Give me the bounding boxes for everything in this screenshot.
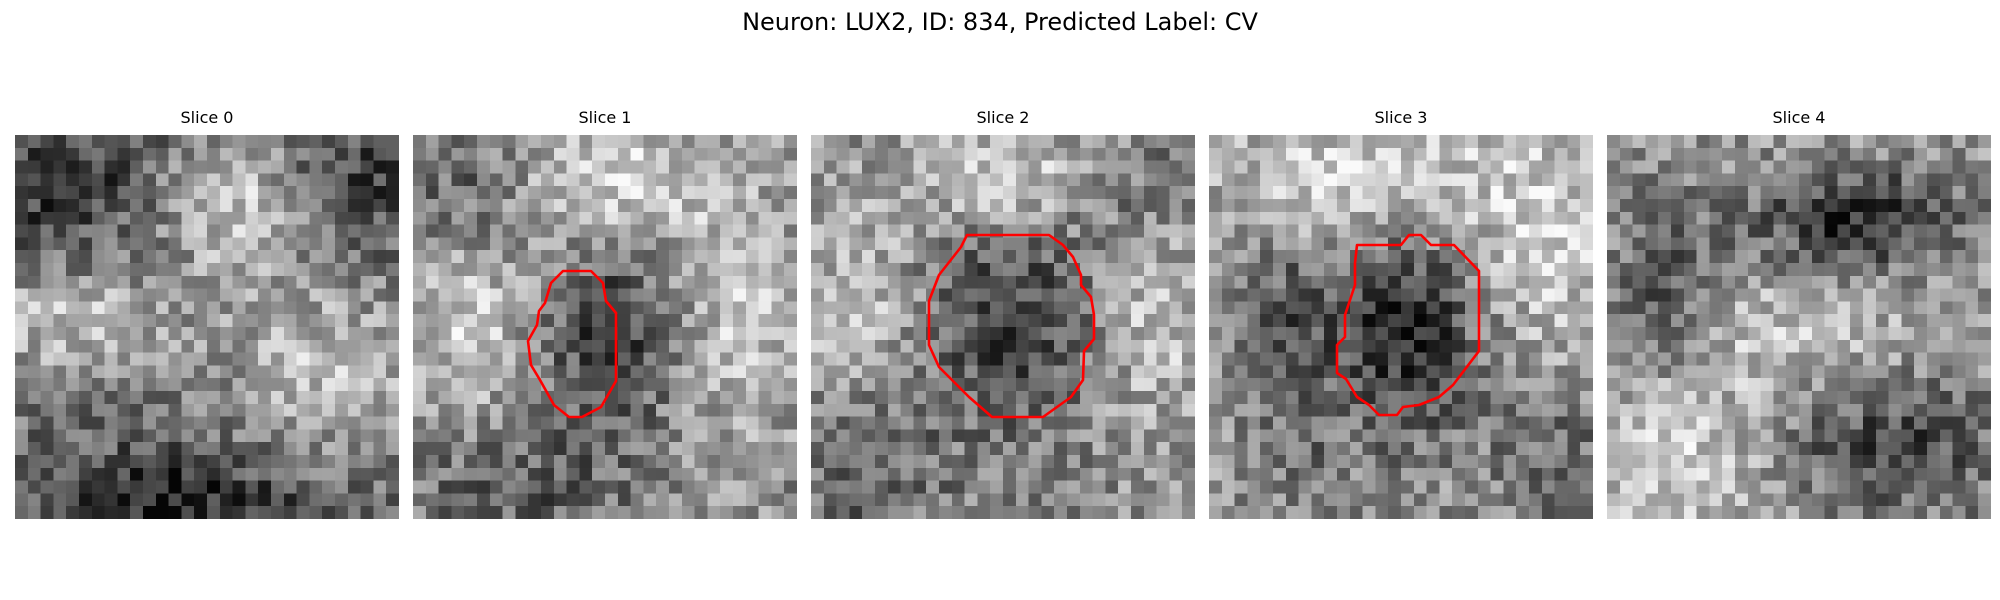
slice-panel-0: Slice 0 — [15, 108, 399, 519]
slice-image — [1607, 135, 1991, 519]
slice-image — [15, 135, 399, 519]
slice-image — [413, 135, 797, 519]
slice-title: Slice 0 — [180, 108, 234, 127]
slice-panel-1: Slice 1 — [413, 108, 797, 519]
figure-title: Neuron: LUX2, ID: 834, Predicted Label: … — [742, 8, 1258, 36]
slice-title: Slice 2 — [976, 108, 1030, 127]
slice-panel-4: Slice 4 — [1607, 108, 1991, 519]
slice-image — [1209, 135, 1593, 519]
slice-panel-2: Slice 2 — [811, 108, 1195, 519]
slice-title: Slice 3 — [1374, 108, 1428, 127]
slice-title: Slice 4 — [1772, 108, 1826, 127]
slice-panel-3: Slice 3 — [1209, 108, 1593, 519]
slice-image — [811, 135, 1195, 519]
slice-title: Slice 1 — [578, 108, 632, 127]
